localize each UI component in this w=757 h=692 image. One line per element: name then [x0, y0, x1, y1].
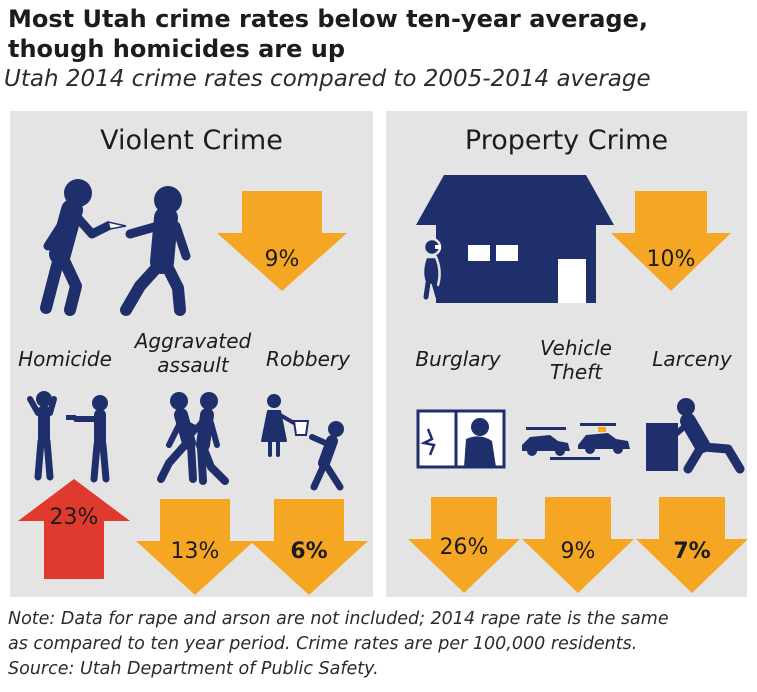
larceny-label-line-1: Larceny: [652, 347, 732, 371]
burglary-change: 26%: [439, 535, 489, 560]
category-label-homicide: Homicide: [10, 347, 120, 371]
property-total-down-arrow: [611, 191, 731, 291]
larceny-icon: [646, 398, 745, 474]
larceny-change: 7%: [673, 539, 711, 564]
larceny-down-arrow: [636, 497, 748, 593]
vehicle-theft-change: 9%: [560, 539, 596, 564]
robbery-change: 6%: [290, 539, 328, 564]
category-label-robbery: Robbery: [258, 347, 358, 371]
assault-change: 13%: [170, 539, 220, 564]
violent-total-down-arrow: [217, 191, 347, 291]
property-crime-panel: Property Crime 10% Burglary Vehicle Thef…: [386, 111, 748, 597]
title-line-1: Most Utah crime rates below ten-year ave…: [8, 5, 648, 33]
burglary-icon: [416, 409, 506, 469]
assault-label-line-1: Aggravated: [134, 329, 252, 353]
note-line-2: as compared to ten year period. Crime ra…: [8, 634, 638, 654]
violent-crime-panel: Violent Crime 9% Homicide Aggravated ass…: [10, 111, 373, 597]
title-line-2: though homicides are up: [8, 35, 346, 63]
assault-label-line-2: assault: [157, 353, 229, 377]
robbery-label-line-1: Robbery: [266, 347, 350, 371]
vehicle-theft-icon: [522, 423, 630, 460]
note-line-1: Note: Data for rape and arson are not in…: [8, 609, 669, 629]
robbery-down-arrow: [250, 499, 368, 595]
burglary-down-arrow: [408, 497, 520, 593]
assault-down-arrow: [136, 499, 254, 595]
vehicle-theft-down-arrow: [522, 497, 634, 593]
violent-total-change: 9%: [264, 247, 300, 272]
homicide-up-arrow: [18, 479, 130, 579]
property-total-change: 10%: [646, 247, 696, 272]
violent-crime-heading: Violent Crime: [100, 125, 283, 156]
source-line: Source: Utah Department of Public Safety…: [8, 659, 379, 679]
robbery-icon: [261, 394, 344, 491]
homicide-change: 23%: [49, 505, 99, 530]
violent-crime-icon: [40, 179, 191, 316]
property-crime-icon: [416, 175, 614, 303]
category-label-aggravated-assault: Aggravated assault: [128, 329, 258, 377]
assault-icon: [157, 392, 229, 485]
burglary-label-line-1: Burglary: [415, 347, 501, 371]
category-label-larceny: Larceny: [640, 347, 744, 371]
subtitle: Utah 2014 crime rates compared to 2005-2…: [4, 66, 651, 92]
homicide-icon: [27, 391, 110, 483]
category-label-burglary: Burglary: [406, 347, 510, 371]
footnote: Note: Data for rape and arson are not in…: [8, 607, 753, 682]
property-crime-heading: Property Crime: [464, 125, 669, 156]
homicide-label-line-1: Homicide: [18, 347, 112, 371]
vehicle-theft-label-line-1: Vehicle: [540, 336, 612, 360]
vehicle-theft-label-line-2: Theft: [549, 360, 603, 384]
category-label-vehicle-theft: Vehicle Theft: [526, 336, 626, 384]
infographic-title: Most Utah crime rates below ten-year ave…: [8, 4, 753, 64]
